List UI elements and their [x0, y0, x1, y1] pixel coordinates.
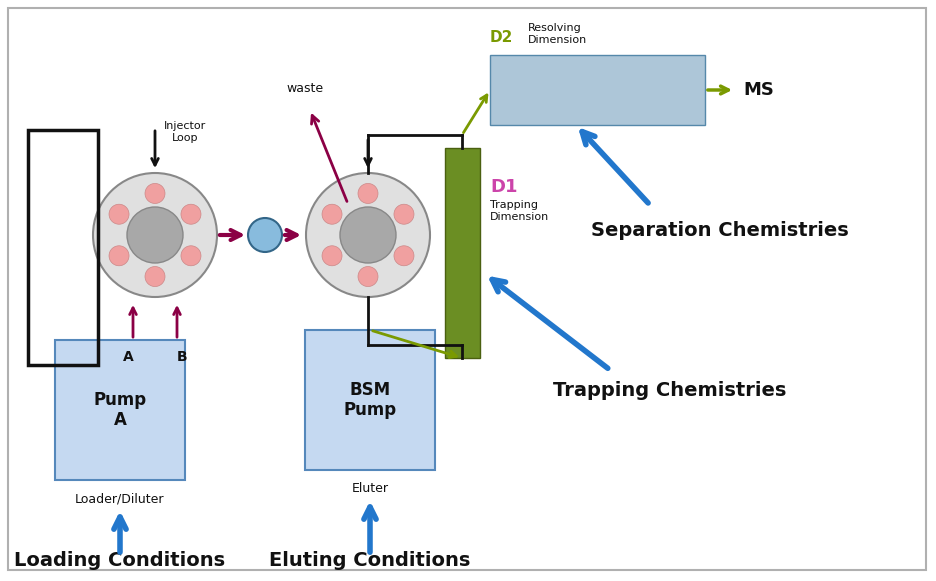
Circle shape — [181, 246, 201, 266]
FancyBboxPatch shape — [490, 55, 705, 125]
Text: Separation Chemistries: Separation Chemistries — [592, 221, 849, 239]
Circle shape — [322, 246, 342, 266]
FancyBboxPatch shape — [55, 340, 185, 480]
Circle shape — [145, 267, 165, 286]
Circle shape — [181, 205, 201, 224]
FancyBboxPatch shape — [305, 330, 435, 470]
Circle shape — [358, 184, 378, 203]
Circle shape — [93, 173, 217, 297]
Text: BSM
Pump: BSM Pump — [344, 381, 397, 419]
Circle shape — [109, 246, 129, 266]
Text: Trapping Chemistries: Trapping Chemistries — [553, 381, 786, 400]
Circle shape — [322, 205, 342, 224]
FancyBboxPatch shape — [8, 8, 926, 570]
Text: D2: D2 — [490, 30, 513, 45]
Text: Loading Conditions: Loading Conditions — [14, 551, 226, 570]
Circle shape — [306, 173, 430, 297]
Circle shape — [109, 205, 129, 224]
Text: Pump
A: Pump A — [94, 390, 147, 429]
Text: MS: MS — [743, 81, 774, 99]
Text: Resolving
Dimension: Resolving Dimension — [528, 23, 587, 45]
Text: B: B — [177, 350, 187, 364]
Text: D1: D1 — [490, 178, 518, 196]
FancyBboxPatch shape — [445, 148, 480, 358]
Circle shape — [248, 218, 282, 252]
Text: Eluter: Eluter — [352, 482, 388, 495]
Circle shape — [127, 207, 183, 263]
Text: Eluting Conditions: Eluting Conditions — [270, 551, 471, 570]
Text: Trapping
Dimension: Trapping Dimension — [490, 200, 549, 221]
Circle shape — [394, 246, 414, 266]
Circle shape — [358, 267, 378, 286]
Text: Loader/Diluter: Loader/Diluter — [75, 492, 165, 505]
Text: A: A — [123, 350, 133, 364]
Circle shape — [145, 184, 165, 203]
Circle shape — [340, 207, 396, 263]
Text: Injector
Loop: Injector Loop — [164, 121, 206, 143]
Circle shape — [394, 205, 414, 224]
Text: waste: waste — [286, 82, 324, 95]
